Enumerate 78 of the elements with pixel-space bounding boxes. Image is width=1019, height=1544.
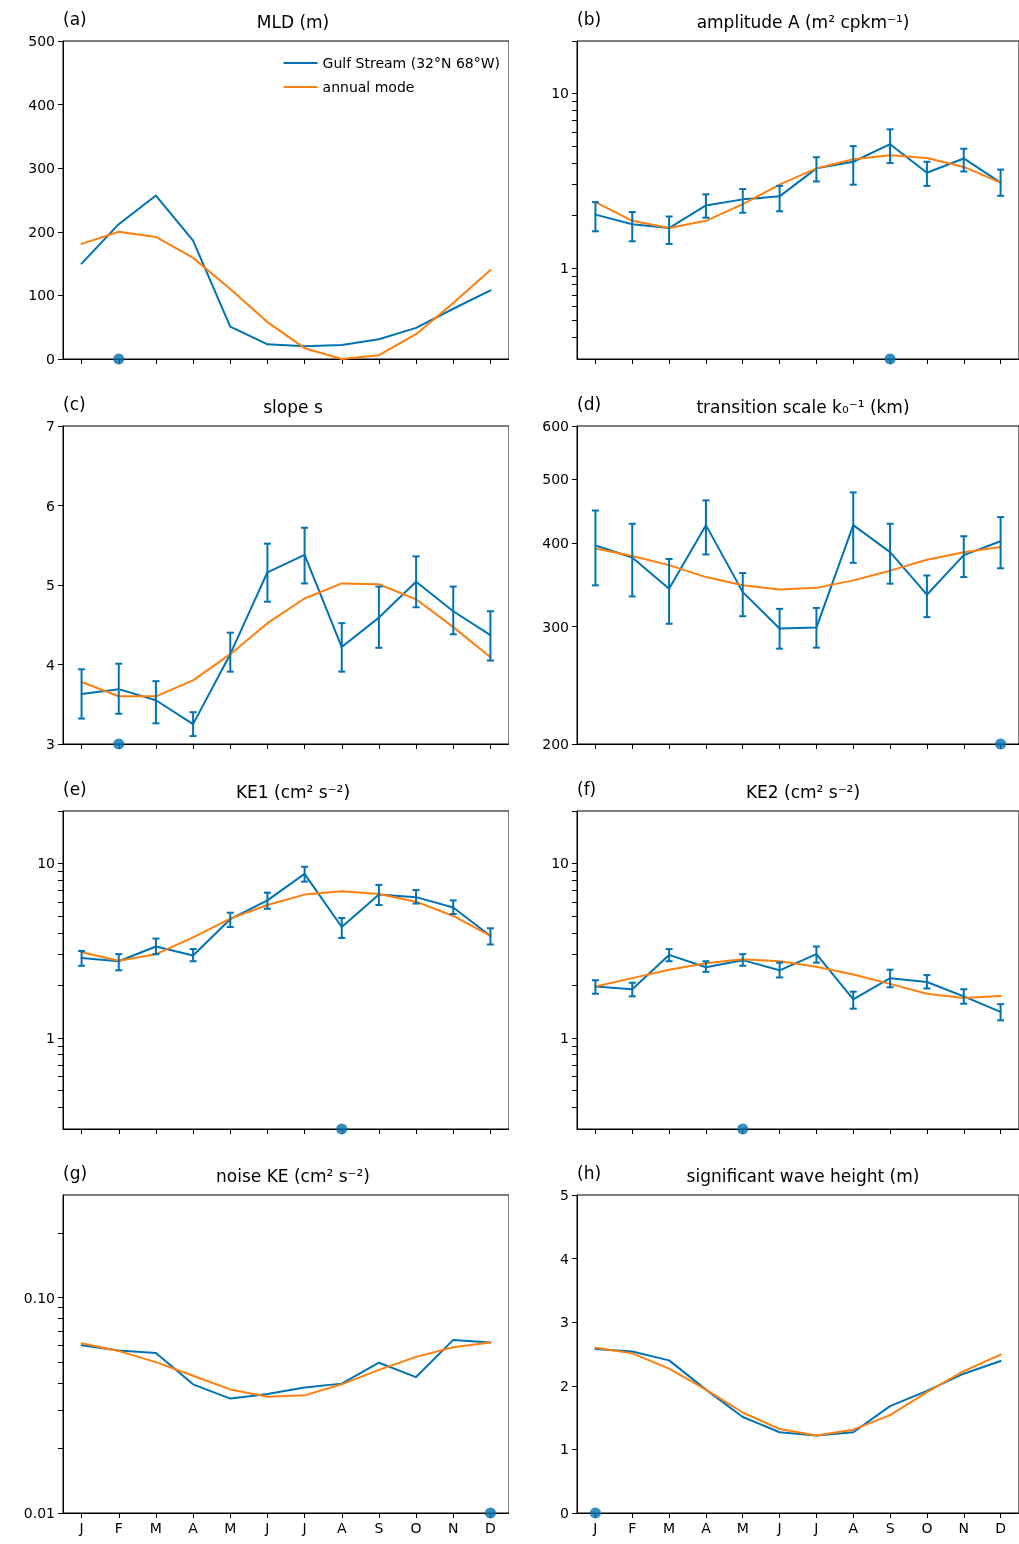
text: (g) — [63, 1162, 88, 1183]
chart-title: amplitude A (m² cpkm⁻¹) — [696, 11, 910, 32]
text: (b) — [577, 8, 602, 29]
text: (a) — [63, 8, 87, 29]
line-series — [80, 230, 492, 360]
x-tick-label: O — [410, 1520, 422, 1536]
x-tick-label: J — [264, 1520, 270, 1536]
y-tick-label: 100 — [28, 287, 55, 304]
y-tick-label: 10 — [551, 85, 569, 102]
x-tick-label: J — [301, 1520, 307, 1536]
y-tick-label: 10 — [551, 855, 569, 872]
y-tick-label: 300 — [542, 618, 569, 635]
line-series — [80, 890, 492, 962]
x-tick-label: J — [78, 1520, 84, 1536]
x-tick-label: F — [114, 1520, 123, 1536]
chart-title: slope s — [263, 396, 323, 417]
y-tick-label: 600 — [542, 418, 569, 434]
y-tick-label: 4 — [560, 1250, 570, 1267]
y-tick-label: 4 — [46, 656, 56, 673]
x-tick-label: M — [149, 1520, 162, 1536]
y-tick-label: 0.10 — [23, 1289, 55, 1306]
y-tick-label: 400 — [28, 96, 55, 113]
y-tick-label: 1 — [560, 259, 569, 276]
chart-title: MLD (m) — [256, 11, 330, 32]
text: (d) — [577, 393, 602, 414]
text: (h) — [577, 1162, 602, 1183]
chart-title: KE2 (cm² s⁻²) — [745, 781, 861, 802]
x-tick-label: O — [921, 1520, 933, 1536]
line-series — [594, 958, 1002, 1000]
x-tick-label: J — [592, 1520, 598, 1536]
y-tick-label: 400 — [542, 535, 569, 552]
y-tick-label: 3 — [560, 1314, 569, 1331]
x-tick-label: F — [628, 1520, 637, 1536]
chart-title: noise KE (cm² s⁻²) — [216, 1165, 370, 1186]
x-tick-label: M — [736, 1520, 749, 1536]
x-tick-label: A — [701, 1520, 712, 1536]
x-tick-label: A — [188, 1520, 199, 1536]
y-tick-label: 200 — [28, 223, 55, 240]
text: (f) — [577, 778, 597, 799]
y-tick-label: 7 — [46, 418, 55, 434]
y-tick-label: 500 — [28, 33, 55, 49]
chart-title: transition scale k₀⁻¹ (km) — [696, 396, 910, 417]
line-series — [594, 546, 1002, 591]
x-tick-label: A — [336, 1520, 347, 1536]
x-tick-label: J — [776, 1520, 782, 1536]
chart-title: significant wave height (m) — [686, 1165, 920, 1186]
y-tick-label: 1 — [560, 1441, 569, 1458]
x-tick-label: N — [448, 1520, 459, 1536]
x-tick-label: D — [485, 1520, 496, 1536]
y-tick-label: 6 — [46, 497, 56, 514]
line-series — [80, 194, 492, 348]
x-tick-label: J — [813, 1520, 819, 1536]
y-tick-label: 1 — [46, 1029, 55, 1046]
y-tick-label: 5 — [560, 1187, 569, 1203]
x-tick-label: N — [958, 1520, 969, 1536]
chart-title: KE1 (cm² s⁻²) — [235, 781, 351, 802]
y-tick-label: 5 — [46, 577, 55, 593]
y-tick-label: 2 — [560, 1377, 569, 1394]
x-tick-label: M — [224, 1520, 237, 1536]
text: (c) — [63, 393, 86, 414]
y-tick-label: 500 — [542, 470, 569, 487]
y-tick-label: 200 — [542, 736, 569, 752]
y-tick-label: 0 — [46, 351, 55, 367]
x-tick-label: S — [374, 1520, 384, 1536]
text: (e) — [63, 778, 87, 799]
y-tick-label: 300 — [28, 160, 55, 177]
y-tick-label: 0.01 — [23, 1505, 55, 1521]
x-tick-label: S — [885, 1520, 895, 1536]
y-tick-label: 10 — [37, 855, 55, 872]
legend-label: annual mode — [322, 79, 415, 95]
x-tick-label: A — [848, 1520, 859, 1536]
x-tick-label: D — [995, 1520, 1006, 1536]
x-tick-label: M — [663, 1520, 676, 1536]
y-tick-label: 0 — [560, 1505, 569, 1521]
legend-label: Gulf Stream (32°N 68°W) — [322, 55, 501, 71]
y-tick-label: 1 — [560, 1029, 569, 1046]
line-series — [80, 582, 492, 698]
y-tick-label: 3 — [46, 736, 55, 752]
